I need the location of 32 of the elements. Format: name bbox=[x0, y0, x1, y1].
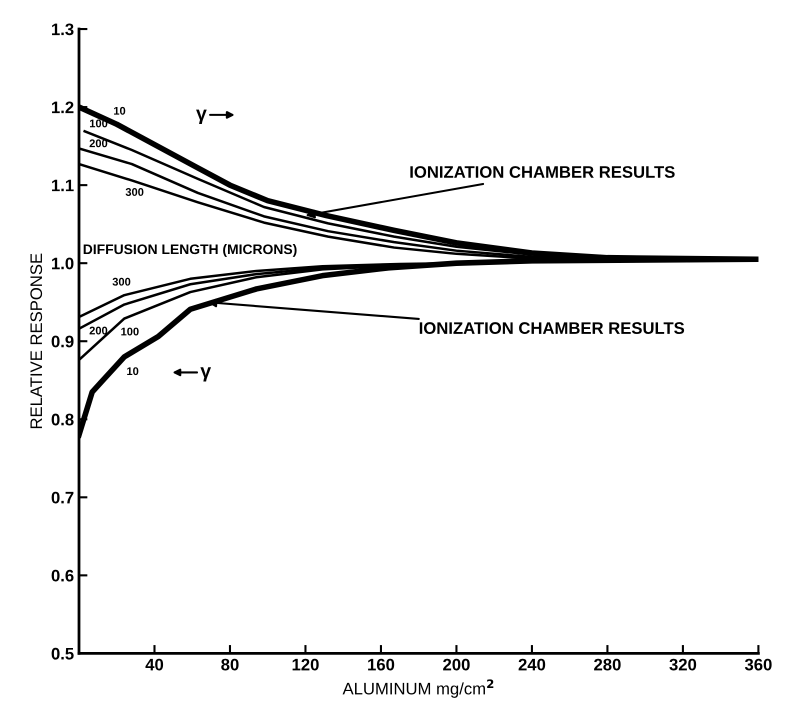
y-tick-label: 1.1 bbox=[52, 180, 74, 192]
y-tick-label: 1.0 bbox=[52, 258, 74, 270]
x-tick-label: 200 bbox=[443, 658, 470, 671]
x-tick-label: 360 bbox=[744, 658, 772, 671]
series-label: 100 bbox=[121, 328, 139, 336]
series-label: 300 bbox=[112, 278, 130, 286]
x-tick-label: 120 bbox=[292, 658, 319, 671]
x-tick-label: 40 bbox=[145, 658, 164, 671]
y-tick-label: 0.6 bbox=[52, 570, 74, 582]
series-label: 200 bbox=[90, 139, 108, 148]
annotation: IONIZATION CHAMBER RESULTS bbox=[410, 166, 675, 178]
x-tick-label: 240 bbox=[518, 658, 546, 671]
series-label: 200 bbox=[90, 326, 108, 334]
y-tick-label: 0.5 bbox=[52, 648, 74, 660]
annotation: γ bbox=[200, 367, 212, 382]
x-tick-label: 280 bbox=[594, 658, 621, 671]
annotation: γ bbox=[196, 110, 207, 124]
x-tick-label: 160 bbox=[368, 658, 394, 671]
x-tick-label: 80 bbox=[221, 658, 239, 671]
x-tick-label: 320 bbox=[669, 658, 696, 671]
annotation: IONIZATION CHAMBER RESULTS bbox=[420, 322, 684, 334]
y-tick-label: 0.8 bbox=[52, 414, 74, 426]
y-tick-label: 0.9 bbox=[52, 336, 74, 348]
series-label: 300 bbox=[126, 188, 144, 196]
series-label: 10 bbox=[114, 106, 126, 115]
y-tick-label: 0.7 bbox=[52, 492, 74, 504]
annotation: DIFFUSION LENGTH (MICRONS) bbox=[84, 244, 297, 257]
series-label: 10 bbox=[127, 367, 138, 376]
x-axis-title: ALUMINUM mg/cm$^{2}$ bbox=[342, 679, 494, 698]
y-axis-title: RELATIVE RESPONSE bbox=[30, 254, 42, 428]
y-tick-label: 1.3 bbox=[52, 23, 74, 36]
y-tick-label: 1.2 bbox=[52, 101, 74, 114]
